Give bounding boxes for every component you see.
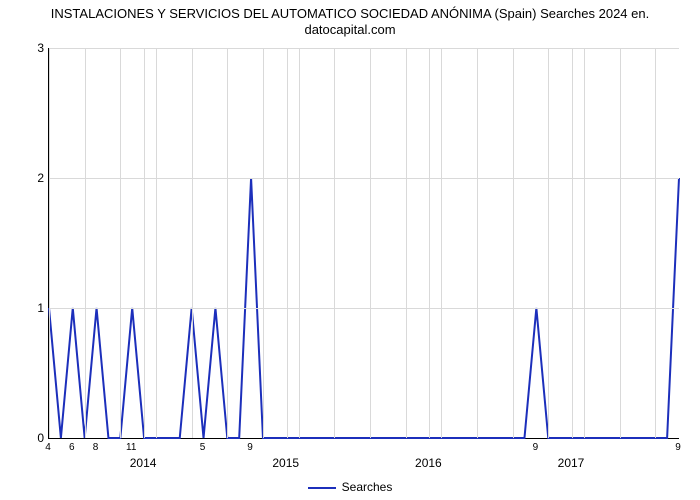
gridline-v (572, 48, 573, 438)
xtick-major-label: 2015 (272, 456, 299, 470)
gridline-v-minor (49, 48, 50, 438)
gridline-v-minor (370, 48, 371, 438)
ytick-label: 2 (4, 171, 44, 185)
gridline-v-minor (655, 48, 656, 438)
gridline-v-minor (513, 48, 514, 438)
title-line-1: INSTALACIONES Y SERVICIOS DEL AUTOMATICO… (51, 6, 649, 21)
gridline-v-minor (548, 48, 549, 438)
ytick-label: 1 (4, 301, 44, 315)
gridline-v-minor (85, 48, 86, 438)
xtick-minor-label: 9 (247, 442, 253, 453)
gridline-v-minor (406, 48, 407, 438)
ytick-label: 0 (4, 431, 44, 445)
gridline-v-minor (477, 48, 478, 438)
gridline-v-minor (441, 48, 442, 438)
gridline-v-minor (263, 48, 264, 438)
chart-title: INSTALACIONES Y SERVICIOS DEL AUTOMATICO… (0, 6, 700, 39)
xtick-minor-label: 11 (126, 442, 136, 453)
title-line-2: datocapital.com (304, 22, 395, 37)
plot-area (48, 48, 679, 439)
gridline-v-minor (120, 48, 121, 438)
gridline-v (144, 48, 145, 438)
xtick-minor-label: 5 (200, 442, 206, 453)
ytick-label: 3 (4, 41, 44, 55)
gridline-v-minor (299, 48, 300, 438)
gridline-v-minor (192, 48, 193, 438)
legend-swatch (308, 487, 336, 489)
legend: Searches (0, 480, 700, 494)
gridline-v (429, 48, 430, 438)
legend-label: Searches (342, 480, 393, 494)
gridline-v-minor (584, 48, 585, 438)
gridline-v-minor (156, 48, 157, 438)
xtick-minor-label: 9 (675, 442, 681, 453)
xtick-minor-label: 4 (45, 442, 51, 453)
gridline-v-minor (227, 48, 228, 438)
xtick-minor-label: 8 (93, 442, 99, 453)
gridline-v (287, 48, 288, 438)
xtick-major-label: 2016 (415, 456, 442, 470)
xtick-major-label: 2017 (558, 456, 585, 470)
xtick-major-label: 2014 (130, 456, 157, 470)
gridline-v-minor (334, 48, 335, 438)
xtick-minor-label: 6 (69, 442, 75, 453)
xtick-minor-label: 9 (533, 442, 539, 453)
gridline-v-minor (620, 48, 621, 438)
chart-container: INSTALACIONES Y SERVICIOS DEL AUTOMATICO… (0, 0, 700, 500)
